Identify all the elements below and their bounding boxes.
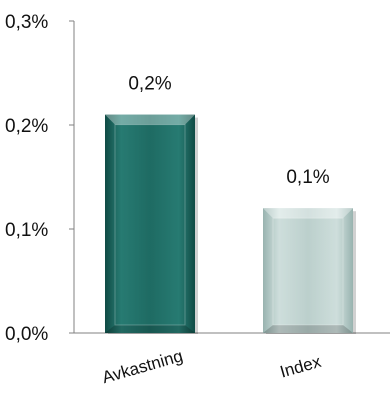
y-tick-label: 0,3% bbox=[5, 12, 48, 33]
category-labels: Avkastning Index bbox=[100, 346, 324, 387]
y-tick-label: 0,2% bbox=[5, 116, 48, 137]
y-tick-label: 0,0% bbox=[5, 324, 48, 345]
bar-bevel-top bbox=[105, 114, 195, 125]
category-label: Avkastning bbox=[100, 346, 185, 387]
data-labels: 0,2% 0,1% bbox=[128, 74, 329, 189]
bar-face bbox=[272, 217, 344, 326]
bar-body bbox=[263, 208, 353, 333]
y-tick-label: 0,1% bbox=[5, 220, 48, 241]
data-label: 0,2% bbox=[128, 74, 171, 95]
bar-bevel-bottom bbox=[263, 325, 353, 333]
y-axis-ticks: 0,0% 0,1% 0,2% 0,3% bbox=[5, 12, 74, 345]
category-label: Index bbox=[278, 352, 324, 382]
bar-face bbox=[114, 124, 186, 326]
bar-body bbox=[105, 114, 195, 333]
bar-bevel-top bbox=[263, 208, 353, 219]
data-label: 0,1% bbox=[286, 167, 329, 188]
bar bbox=[263, 208, 356, 334]
bar bbox=[105, 114, 198, 334]
bar-bevel-bottom bbox=[105, 325, 195, 333]
bars bbox=[105, 114, 356, 334]
